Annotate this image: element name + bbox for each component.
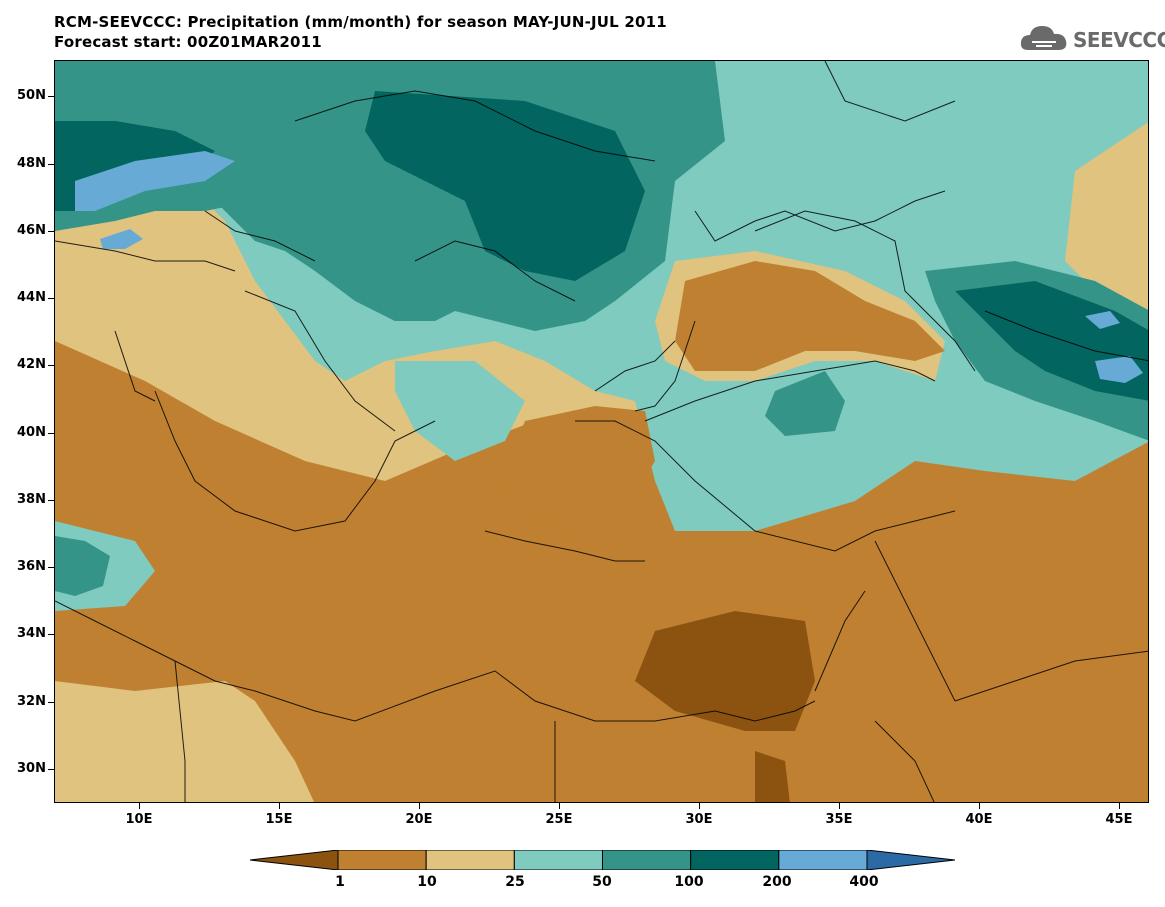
legend-level: 400 [849, 874, 879, 890]
lat-label: 38N [17, 492, 46, 507]
lat-label: 50N [17, 88, 46, 103]
lon-label: 40E [965, 812, 993, 827]
legend-swatch-max [866, 849, 956, 871]
chart-title: RCM-SEEVCCC: Precipitation (mm/month) fo… [54, 13, 667, 31]
precipitation-map [54, 60, 1149, 803]
lat-tick [48, 298, 54, 299]
lat-label: 30N [17, 761, 46, 776]
lat-tick [48, 769, 54, 770]
legend-level: 10 [417, 874, 437, 890]
color-legend [249, 849, 956, 871]
lon-tick [559, 803, 560, 809]
legend-level: 25 [505, 874, 525, 890]
lon-label: 15E [265, 812, 293, 827]
seevccc-logo: SEEVCCC [1018, 22, 1165, 56]
lat-tick [48, 500, 54, 501]
lon-label: 45E [1105, 812, 1133, 827]
lat-tick [48, 96, 54, 97]
lon-tick [979, 803, 980, 809]
legend-swatch [513, 849, 604, 871]
legend-level: 50 [592, 874, 612, 890]
lon-tick [699, 803, 700, 809]
legend-level: 100 [674, 874, 704, 890]
legend-level: 200 [762, 874, 792, 890]
lat-tick [48, 567, 54, 568]
lon-tick [839, 803, 840, 809]
chart-subtitle: Forecast start: 00Z01MAR2011 [54, 33, 322, 51]
lon-label: 35E [825, 812, 853, 827]
legend-swatch [778, 849, 868, 871]
cloud-icon [1020, 26, 1067, 50]
logo-text: SEEVCCC [1073, 28, 1165, 52]
lon-tick [1119, 803, 1120, 809]
lon-tick [419, 803, 420, 809]
lon-tick [139, 803, 140, 809]
legend-swatch [690, 849, 780, 871]
lat-label: 48N [17, 156, 46, 171]
map-canvas [55, 61, 1148, 802]
lat-label: 42N [17, 357, 46, 372]
lon-label: 30E [685, 812, 713, 827]
legend-swatch [602, 849, 692, 871]
lat-tick [48, 634, 54, 635]
lon-label: 25E [545, 812, 573, 827]
lat-label: 44N [17, 290, 46, 305]
lat-tick [48, 433, 54, 434]
lat-label: 46N [17, 223, 46, 238]
legend-swatch [337, 849, 427, 871]
lon-label: 20E [405, 812, 433, 827]
legend-level: 1 [335, 874, 345, 890]
lat-label: 34N [17, 626, 46, 641]
lon-label: 10E [125, 812, 153, 827]
lat-tick [48, 365, 54, 366]
lat-tick [48, 231, 54, 232]
legend-swatch [425, 849, 515, 871]
lat-tick [48, 164, 54, 165]
lat-label: 32N [17, 694, 46, 709]
lat-tick [48, 702, 54, 703]
lat-label: 40N [17, 425, 46, 440]
lon-tick [279, 803, 280, 809]
legend-swatch-min [249, 849, 339, 871]
color-legend-bar [249, 849, 956, 871]
lat-label: 36N [17, 559, 46, 574]
